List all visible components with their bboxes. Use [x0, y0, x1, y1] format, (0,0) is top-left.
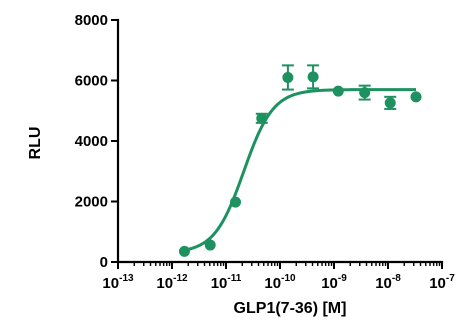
data-point	[282, 71, 294, 83]
x-tick-base: 10	[429, 275, 446, 292]
y-tick-label: 8000	[75, 12, 108, 29]
x-tick-exponent: -8	[392, 273, 401, 284]
x-tick-base: 10	[211, 275, 228, 292]
y-tick-label: 2000	[75, 194, 108, 211]
x-tick-exponent: -9	[338, 273, 347, 284]
data-point	[410, 91, 422, 103]
data-point	[384, 97, 396, 109]
data-point	[332, 85, 344, 97]
x-tick-exponent: -12	[173, 273, 188, 284]
data-point	[359, 87, 371, 99]
x-tick-base: 10	[264, 275, 281, 292]
x-tick-base: 10	[321, 275, 338, 292]
x-tick-label: 10-7	[429, 273, 455, 292]
y-tick-label: 4000	[75, 133, 108, 150]
data-point	[307, 71, 319, 83]
x-tick-label: 10-13	[102, 273, 134, 292]
data-point	[256, 112, 268, 124]
y-axis-title: RLU	[27, 127, 44, 160]
x-tick-label: 10-11	[211, 273, 242, 292]
x-tick-exponent: -11	[227, 273, 241, 284]
data-point	[204, 239, 216, 251]
y-tick-label: 0	[100, 254, 108, 271]
x-tick-exponent: -7	[446, 273, 455, 284]
x-tick-base: 10	[156, 275, 173, 292]
x-tick-label: 10-9	[321, 273, 347, 292]
x-tick-label: 10-12	[156, 273, 188, 292]
x-tick-label: 10-8	[375, 273, 401, 292]
y-tick-label: 6000	[75, 73, 108, 90]
x-tick-exponent: -10	[281, 273, 296, 284]
x-tick-base: 10	[375, 275, 392, 292]
x-axis-title: GLP1(7-36) [M]	[234, 300, 347, 317]
x-tick-exponent: -13	[119, 273, 134, 284]
x-tick-label: 10-10	[264, 273, 296, 292]
x-tick-base: 10	[102, 275, 119, 292]
data-point	[230, 196, 242, 208]
fit-curve	[184, 88, 416, 252]
data-point	[178, 245, 190, 257]
